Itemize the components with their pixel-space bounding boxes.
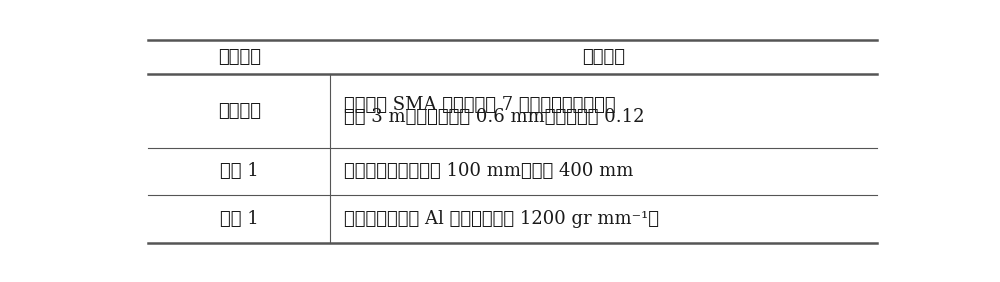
Text: 光学参数: 光学参数 [582, 48, 625, 66]
Text: 平面反射式，镀 Al 膜，刻线密度 1200 gr mm⁻¹，: 平面反射式，镀 Al 膜，刻线密度 1200 gr mm⁻¹， [344, 210, 659, 228]
Text: 集束光纤: 集束光纤 [218, 102, 261, 120]
Text: 双面镀增透膜，直径 100 mm，焦距 400 mm: 双面镀增透膜，直径 100 mm，焦距 400 mm [344, 162, 634, 180]
Text: 透镜 1: 透镜 1 [220, 162, 259, 180]
Text: 光栅 1: 光栅 1 [220, 210, 259, 228]
Text: 长度 3 m；单光纤芯径 0.6 mm，数值孔径 0.12: 长度 3 m；单光纤芯径 0.6 mm，数值孔径 0.12 [344, 108, 645, 126]
Text: 光学元件: 光学元件 [218, 48, 261, 66]
Text: 入端标准 SMA 接头，出端 7 根单光纤线阵排列，: 入端标准 SMA 接头，出端 7 根单光纤线阵排列， [344, 96, 616, 114]
